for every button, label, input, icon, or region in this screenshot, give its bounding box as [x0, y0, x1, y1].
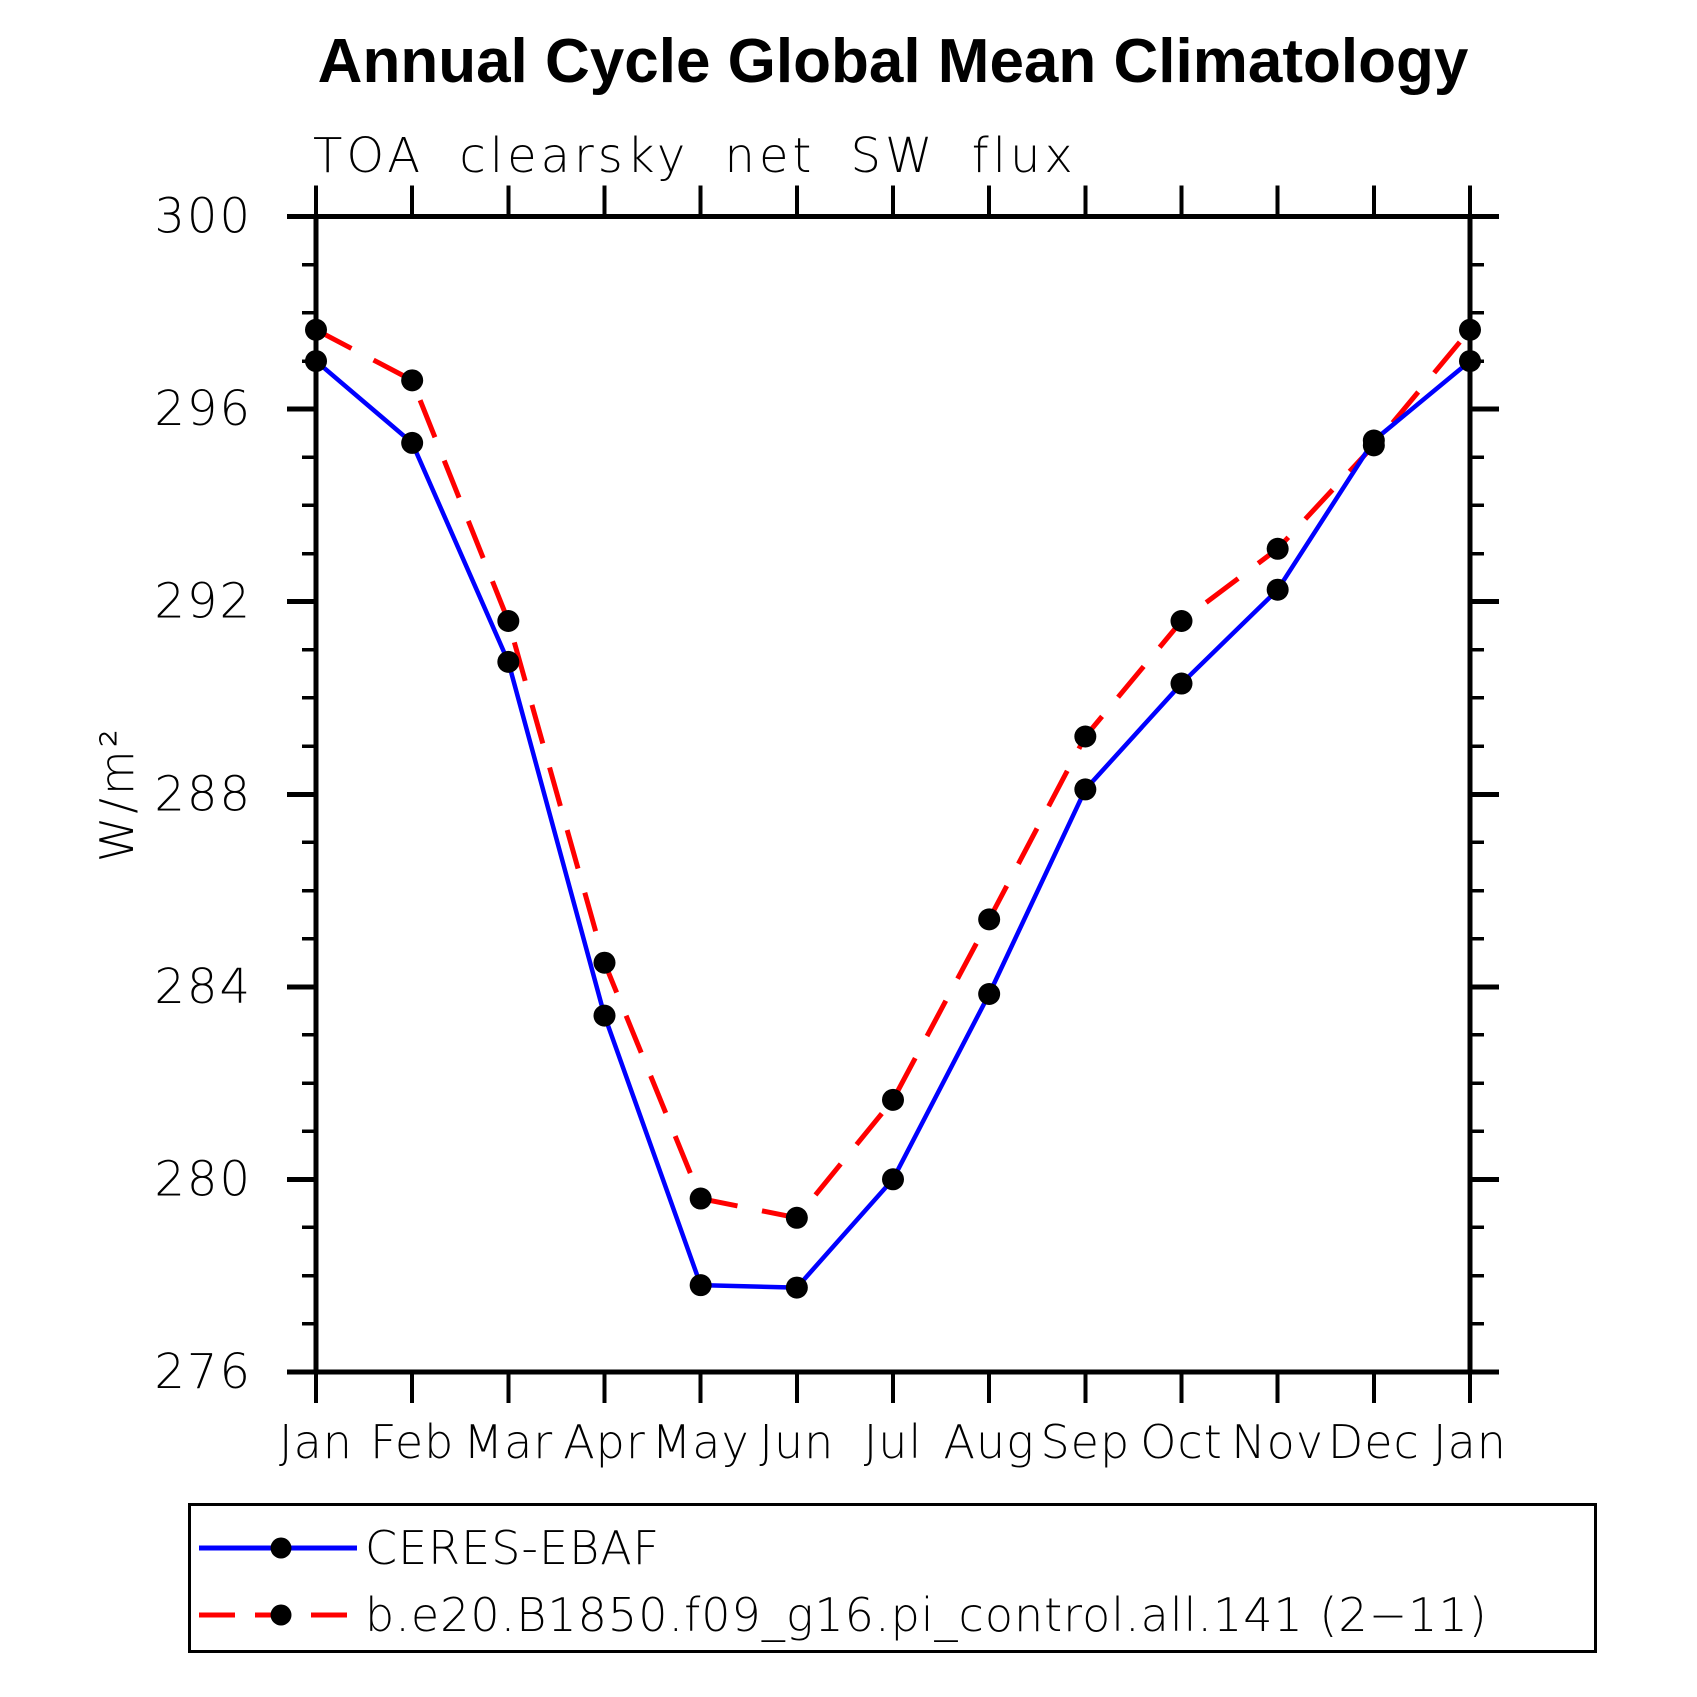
legend-item-model: b.e20.B1850.f09_g16.pi_control.all.141 (…	[195, 1588, 1488, 1642]
svg-text:Jan: Jan	[1433, 1415, 1507, 1469]
svg-text:284: 284	[154, 959, 252, 1015]
svg-text:Aug: Aug	[944, 1415, 1035, 1469]
legend-item-observation: CERES-EBAF	[195, 1521, 660, 1575]
svg-text:280: 280	[154, 1151, 252, 1207]
x-tick-labels: Jan Feb Mar Apr May Jun Jul Aug Sep Oct Nov Dec Jan	[279, 1415, 1507, 1469]
series-markers-0	[305, 350, 1481, 1299]
svg-text:Sep: Sep	[1040, 1415, 1130, 1469]
svg-text:Oct: Oct	[1140, 1415, 1223, 1469]
series-markers-1	[305, 318, 1481, 1229]
legend-marker-dot	[270, 1604, 292, 1626]
svg-text:Feb: Feb	[370, 1415, 454, 1469]
plot-frame	[313, 214, 1473, 1375]
legend-label-observation: CERES-EBAF	[365, 1521, 661, 1575]
axis-ticks	[287, 185, 1499, 1403]
svg-text:Jul: Jul	[864, 1415, 923, 1469]
svg-text:May: May	[652, 1415, 750, 1469]
svg-text:Apr: Apr	[563, 1415, 646, 1469]
svg-text:292: 292	[154, 574, 252, 630]
svg-text:Jan: Jan	[279, 1415, 353, 1469]
legend-box: CERES-EBAF b.e20.B1850.f09_g16.pi_contro…	[188, 1503, 1597, 1653]
legend-marker-dot	[270, 1537, 292, 1559]
series-line-0	[314, 359, 1472, 1290]
legend-line-sample-solid	[199, 1537, 357, 1559]
svg-text:Nov: Nov	[1231, 1415, 1324, 1469]
svg-text:Mar: Mar	[463, 1415, 553, 1469]
svg-text:288: 288	[154, 766, 252, 822]
svg-text:Dec: Dec	[1328, 1415, 1420, 1469]
page-title: Annual Cycle Global Mean Climatology	[317, 27, 1469, 96]
svg-text:Jun: Jun	[759, 1415, 834, 1469]
legend-label-model: b.e20.B1850.f09_g16.pi_control.all.141 (…	[365, 1588, 1488, 1642]
series-line-1	[314, 327, 1472, 1221]
svg-text:296: 296	[154, 381, 252, 437]
svg-text:276: 276	[154, 1344, 252, 1400]
chart-subtitle: TOA clearsky net SW flux	[313, 128, 1077, 184]
svg-text:300: 300	[154, 189, 252, 245]
y-tick-labels: 276 280 284 288 292 296 300	[154, 189, 252, 1400]
legend-line-sample-dashed	[199, 1604, 357, 1626]
